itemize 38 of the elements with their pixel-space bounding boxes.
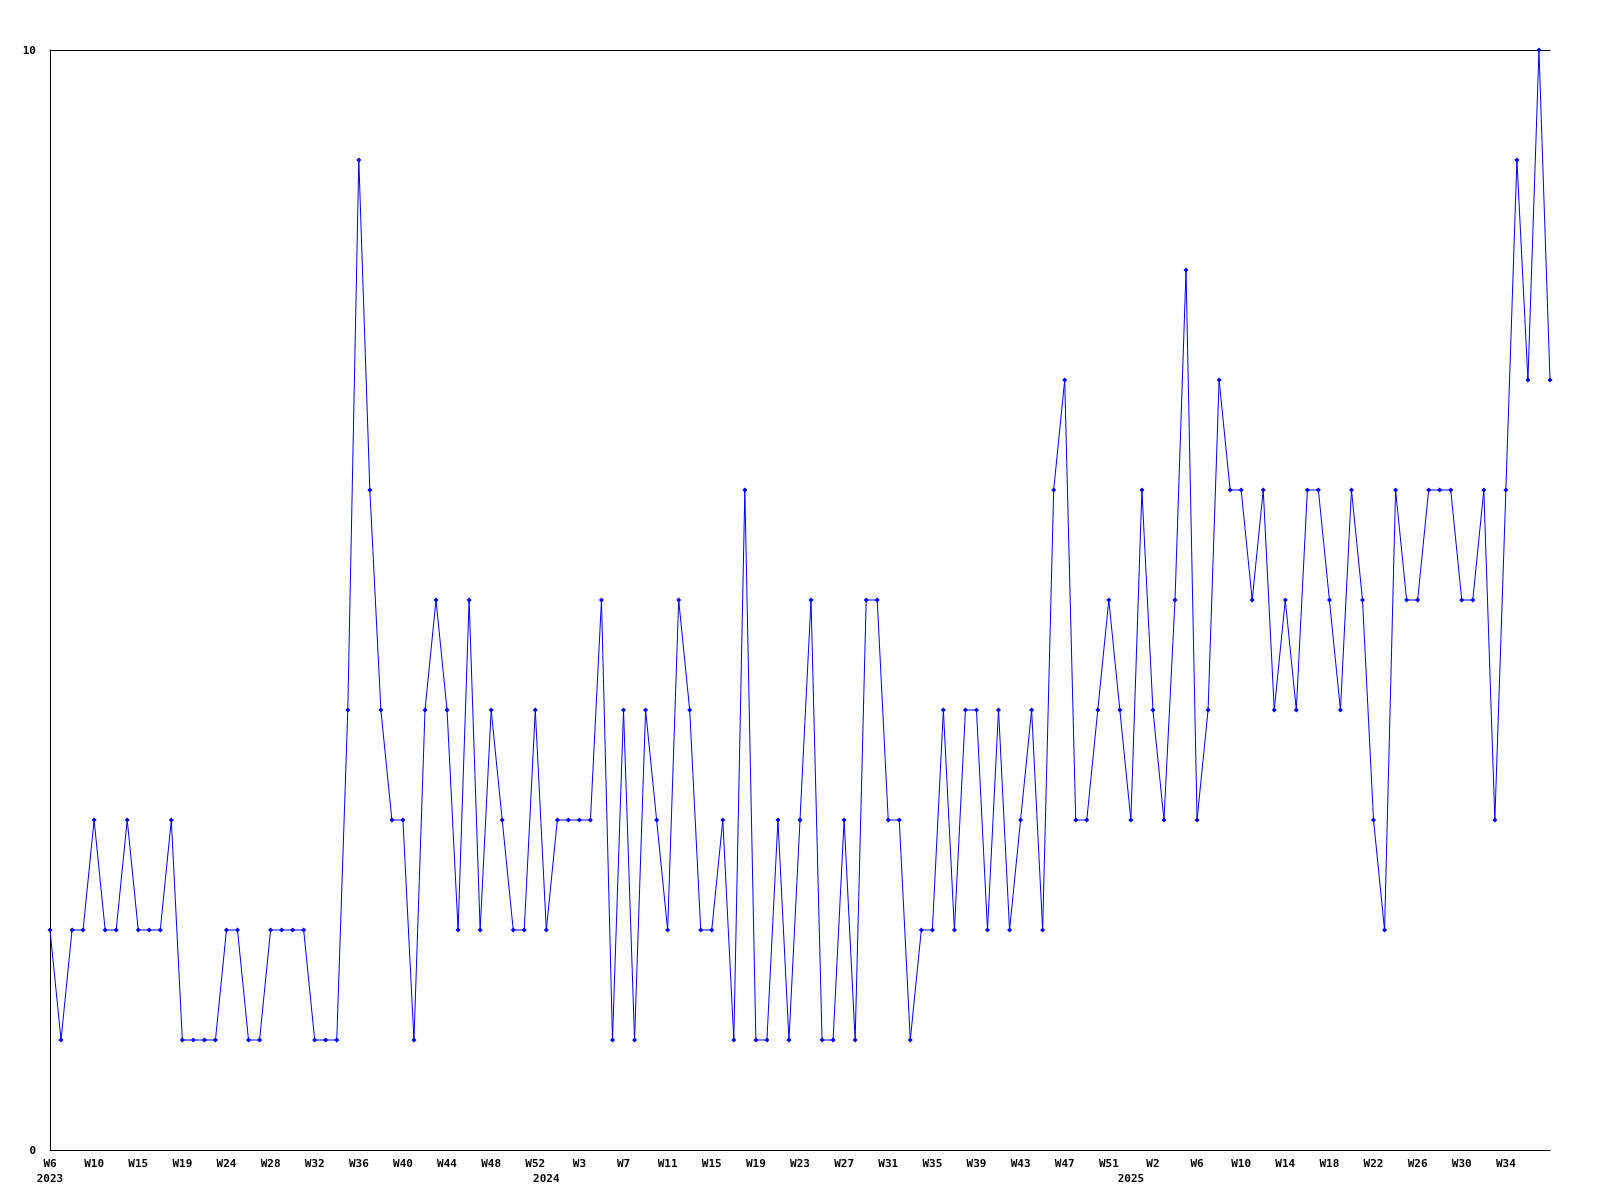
x-tick-label: W27 (834, 1157, 855, 1170)
x-tick-label: W48 (481, 1157, 502, 1170)
x-tick-label: W40 (393, 1157, 413, 1170)
x-tick-label: W15 (701, 1157, 722, 1170)
x-tick-label: W34 (1495, 1157, 1517, 1170)
x-tick-label: W39 (966, 1157, 987, 1170)
x-tick-label: W52 (525, 1157, 546, 1170)
x-tick-label: W43 (1010, 1157, 1031, 1170)
x-tick-label: W15 (128, 1157, 149, 1170)
x-tick-label: W44 (437, 1157, 458, 1170)
x-tick-label: W35 (922, 1157, 943, 1170)
x-tick-label: W51 (1098, 1157, 1120, 1170)
y-tick-label: 10 (22, 43, 36, 57)
x-tick-label: W10 (84, 1157, 105, 1170)
x-tick-label: W11 (657, 1157, 678, 1170)
x-tick-label: W14 (1275, 1157, 1296, 1170)
x-tick-label: W6 (1190, 1157, 1205, 1170)
x-tick-label: W19 (172, 1157, 193, 1170)
x-tick-label: W28 (260, 1157, 281, 1170)
x-tick-label: W24 (216, 1157, 237, 1170)
x-tick-label: W6 2023 (36, 1157, 64, 1185)
x-tick-label: W26 (1407, 1157, 1428, 1170)
x-tick-label: W7 (616, 1157, 631, 1170)
x-tick-label: W22 (1363, 1157, 1384, 1170)
x-tick-label: W47 (1054, 1157, 1075, 1170)
x-tick-label: 2024 (533, 1172, 560, 1185)
x-tick-label: W31 (878, 1157, 899, 1170)
x-tick-label: W36 (348, 1157, 370, 1170)
x-tick-label: W18 (1319, 1157, 1340, 1170)
x-tick-label: W23 (790, 1157, 810, 1170)
x-tick-label: W30 (1451, 1157, 1472, 1170)
x-tick-label: W2 (1146, 1157, 1160, 1170)
x-tick-label: 2025 (1117, 1172, 1145, 1185)
x-tick-label: W3 (572, 1157, 587, 1170)
x-tick-label: W32 (304, 1157, 325, 1170)
y-tick-label: 0 (29, 1143, 36, 1157)
x-tick-label: W19 (745, 1157, 766, 1170)
x-tick-label: W10 (1231, 1157, 1252, 1170)
